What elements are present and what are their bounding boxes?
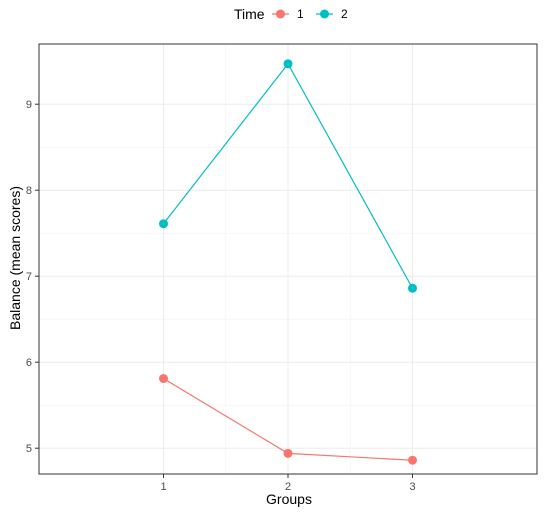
series-layer	[159, 59, 417, 465]
y-tick-label: 8	[26, 185, 32, 197]
data-point-series-1	[408, 455, 417, 465]
legend-key-point-1	[276, 9, 285, 19]
legend-label-1: 1	[297, 7, 304, 21]
x-axis-title: Groups	[266, 491, 312, 507]
legend-key-point-2	[320, 9, 329, 19]
x-tick-label: 2	[285, 481, 291, 493]
legend-label-2: 2	[341, 7, 348, 21]
data-point-series-2	[408, 283, 417, 293]
x-tick-label: 3	[409, 481, 415, 493]
data-point-series-1	[283, 448, 293, 458]
data-point-series-2	[283, 59, 293, 69]
y-tick-label: 5	[26, 443, 32, 455]
data-point-series-1	[159, 374, 168, 384]
data-point-series-2	[159, 219, 168, 229]
y-tick-label: 7	[26, 271, 32, 283]
grid	[39, 44, 537, 474]
y-axis: 5 6 7 8 9	[26, 99, 39, 455]
legend: Time 1 2	[234, 6, 348, 22]
x-axis: 1 2 3	[160, 474, 416, 493]
y-axis-title: Balance (mean scores)	[7, 186, 23, 330]
x-tick-label: 1	[160, 481, 166, 493]
y-tick-label: 9	[26, 99, 32, 111]
legend-title: Time	[234, 6, 265, 22]
y-tick-label: 6	[26, 357, 32, 369]
